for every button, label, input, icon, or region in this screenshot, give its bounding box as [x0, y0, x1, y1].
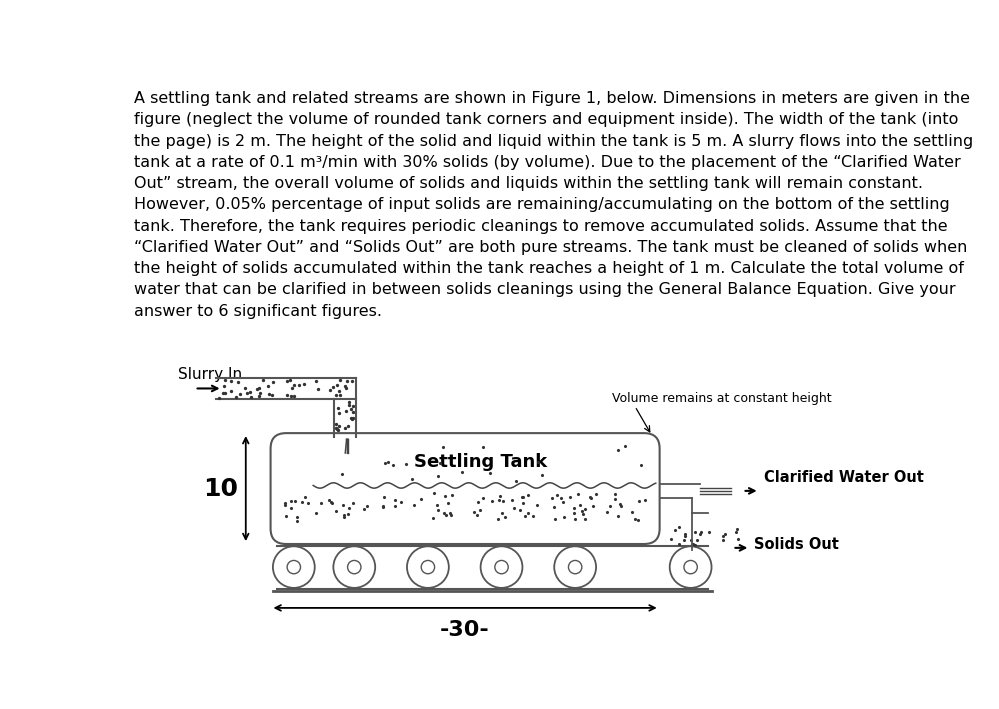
Text: Clarified Water Out: Clarified Water Out — [764, 469, 924, 484]
Circle shape — [554, 547, 596, 588]
Circle shape — [684, 560, 697, 574]
Circle shape — [481, 547, 522, 588]
Circle shape — [568, 560, 581, 574]
Text: Solids Out: Solids Out — [754, 537, 839, 552]
Text: A settling tank and related streams are shown in Figure 1, below. Dimensions in : A settling tank and related streams are … — [134, 91, 973, 318]
Text: Settling Tank: Settling Tank — [414, 453, 547, 471]
Circle shape — [495, 560, 508, 574]
Circle shape — [334, 547, 376, 588]
Text: -30-: -30- — [441, 620, 490, 640]
Text: Slurry In: Slurry In — [178, 367, 242, 382]
Text: Volume remains at constant height: Volume remains at constant height — [611, 391, 831, 405]
Circle shape — [287, 560, 301, 574]
Circle shape — [422, 560, 435, 574]
Circle shape — [273, 547, 315, 588]
FancyBboxPatch shape — [271, 433, 659, 544]
Circle shape — [669, 547, 711, 588]
Circle shape — [407, 547, 449, 588]
Text: 10: 10 — [203, 476, 238, 501]
Circle shape — [348, 560, 361, 574]
